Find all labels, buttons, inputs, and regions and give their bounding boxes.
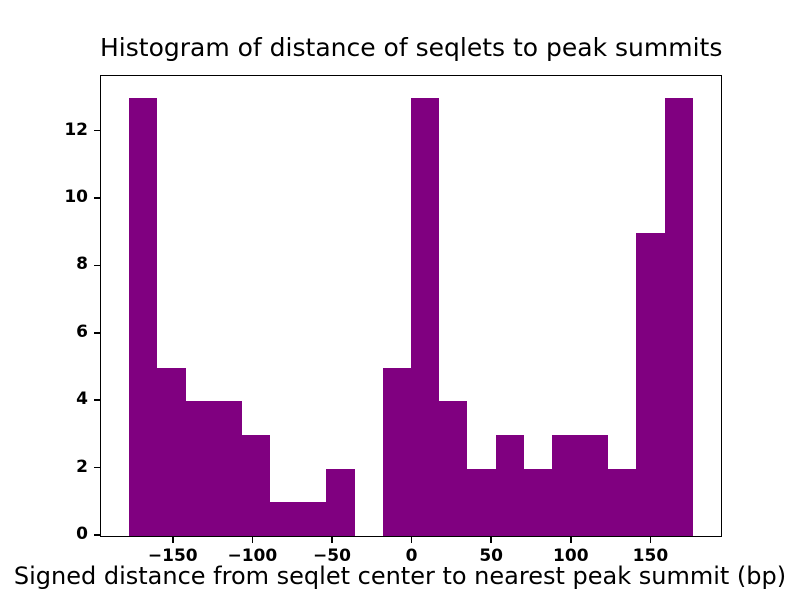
y-tick-mark: [94, 197, 100, 199]
x-tick-label: 50: [479, 546, 504, 566]
y-tick-mark: [94, 534, 100, 536]
histogram-bar: [523, 468, 552, 536]
y-tick-label: 12: [64, 119, 88, 140]
histogram-bar: [129, 97, 158, 536]
x-tick-mark: [570, 537, 572, 543]
histogram-bar: [185, 401, 214, 536]
y-tick-mark: [94, 399, 100, 401]
x-axis-label: Signed distance from seqlet center to ne…: [13, 562, 787, 590]
histogram-bar: [439, 401, 468, 536]
x-tick-label: 150: [632, 546, 669, 566]
x-tick-mark: [649, 537, 652, 543]
y-tick-label: 10: [64, 187, 88, 207]
x-tick-label: 100: [553, 546, 589, 566]
histogram-bar: [495, 434, 524, 536]
histogram-bar: [580, 434, 609, 536]
histogram-bar: [382, 367, 411, 536]
histogram-bar: [326, 468, 355, 536]
histogram-bar: [551, 434, 581, 536]
y-tick-label: 0: [76, 524, 88, 544]
histogram-bar: [298, 502, 327, 536]
y-tick-mark: [94, 264, 100, 267]
x-tick-mark: [410, 537, 413, 543]
chart-title: Histogram of distance of seqlets to peak…: [100, 33, 723, 62]
x-tick-label: 0: [405, 546, 418, 566]
plot-area: [100, 75, 722, 537]
x-tick-label: −150: [147, 546, 198, 566]
y-tick-mark: [94, 466, 100, 469]
x-tick-mark: [331, 537, 333, 543]
x-tick-mark: [251, 537, 254, 543]
y-tick-label: 6: [76, 321, 88, 342]
x-tick-label: −50: [313, 546, 351, 566]
histogram-bar: [608, 468, 637, 536]
histogram-bar: [636, 232, 665, 536]
histogram-bar: [411, 97, 440, 536]
y-tick-mark: [94, 332, 100, 334]
x-tick-mark: [490, 537, 492, 543]
y-tick-mark: [94, 129, 100, 132]
histogram-bar: [664, 97, 693, 536]
x-tick-label: −100: [227, 546, 278, 566]
y-tick-label: 4: [76, 389, 88, 410]
histogram-bar: [467, 468, 496, 536]
histogram-bar: [270, 502, 299, 536]
y-tick-label: 2: [76, 456, 88, 477]
histogram-bar: [213, 401, 242, 536]
histogram-bar: [157, 367, 186, 536]
x-tick-mark: [171, 537, 174, 543]
y-tick-label: 8: [76, 254, 88, 275]
histogram-bar: [241, 434, 271, 536]
